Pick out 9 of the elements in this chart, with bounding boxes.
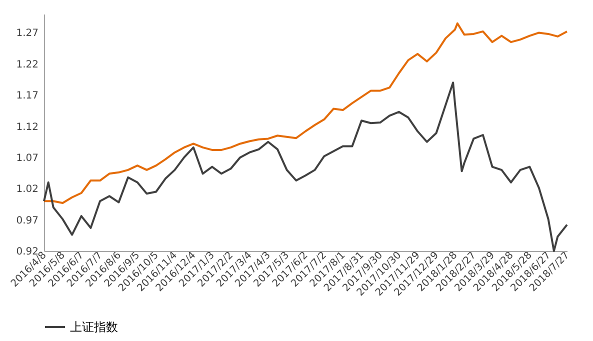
y-tick-label: 1.22 xyxy=(16,59,38,70)
y-tick-label: 0.97 xyxy=(16,215,38,226)
y-tick-label: 1.07 xyxy=(16,152,38,164)
y-tick-label: 1.02 xyxy=(16,184,38,196)
y-tick-label: 1.27 xyxy=(16,28,38,40)
line-series xyxy=(43,22,568,204)
legend-label: 上证指数 xyxy=(70,320,118,334)
y-tick-label: 1.12 xyxy=(16,122,38,133)
y-tick-label: 1.17 xyxy=(16,90,38,102)
